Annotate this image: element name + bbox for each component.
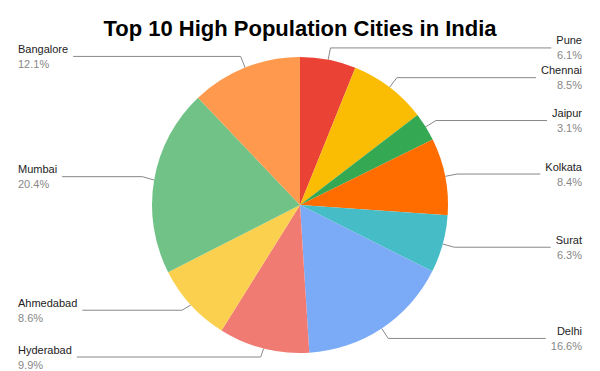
svg-text:8.5%: 8.5% bbox=[557, 79, 582, 91]
svg-text:3.1%: 3.1% bbox=[557, 122, 582, 134]
svg-text:12.1%: 12.1% bbox=[18, 58, 49, 70]
svg-text:Pune: Pune bbox=[556, 34, 582, 46]
svg-text:9.9%: 9.9% bbox=[18, 359, 43, 371]
svg-text:Top 10 High Population Cities: Top 10 High Population Cities in India bbox=[103, 16, 497, 41]
svg-text:Mumbai: Mumbai bbox=[18, 163, 57, 175]
svg-text:Jaipur: Jaipur bbox=[552, 107, 582, 119]
svg-text:Ahmedabad: Ahmedabad bbox=[18, 297, 77, 309]
svg-text:Bangalore: Bangalore bbox=[18, 43, 68, 55]
svg-text:Kolkata: Kolkata bbox=[545, 161, 583, 173]
svg-text:8.4%: 8.4% bbox=[557, 176, 582, 188]
svg-text:6.3%: 6.3% bbox=[557, 249, 582, 261]
svg-text:20.4%: 20.4% bbox=[18, 178, 49, 190]
svg-text:16.6%: 16.6% bbox=[551, 340, 582, 352]
svg-text:Surat: Surat bbox=[556, 234, 582, 246]
svg-text:Delhi: Delhi bbox=[557, 325, 582, 337]
svg-text:8.6%: 8.6% bbox=[18, 312, 43, 324]
svg-text:6.1%: 6.1% bbox=[557, 49, 582, 61]
svg-text:Hyderabad: Hyderabad bbox=[18, 344, 72, 356]
svg-text:Chennai: Chennai bbox=[541, 64, 582, 76]
